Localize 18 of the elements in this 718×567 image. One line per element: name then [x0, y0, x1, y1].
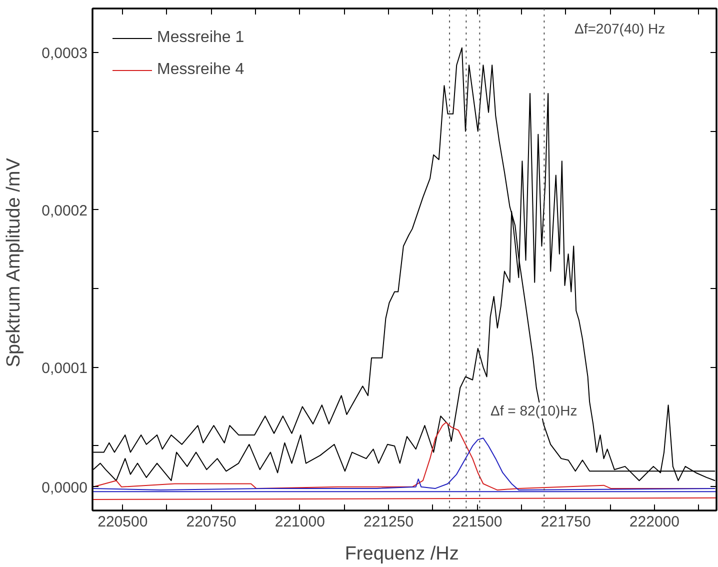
- x-tick-label: 222000: [629, 514, 680, 530]
- legend-label: Messreihe 1: [157, 29, 244, 47]
- annotation: Δf=207(40) Hz: [574, 20, 666, 36]
- legend-label: Messreihe 4: [157, 61, 244, 79]
- x-tick-label: 221250: [364, 514, 414, 530]
- y-tick-label: 0,0001: [42, 360, 88, 377]
- annotation: Δf = 82(10)Hz: [490, 402, 578, 418]
- y-axis-title: Spektrum Amplitude /mV: [4, 158, 25, 368]
- x-axis-title: Frequenz /Hz: [344, 544, 459, 564]
- x-tick-label: 220500: [98, 514, 148, 530]
- x-tick-label: 220750: [186, 514, 236, 530]
- y-tick-label: 0,0003: [42, 45, 88, 62]
- line-series: [92, 438, 716, 491]
- x-tick-label: 221000: [274, 514, 325, 530]
- y-tick-label: 0,0000: [42, 479, 88, 496]
- y-tick-label: 0,0002: [42, 202, 88, 220]
- x-tick-label: 221500: [452, 514, 502, 530]
- x-tick-label: 221750: [540, 514, 591, 530]
